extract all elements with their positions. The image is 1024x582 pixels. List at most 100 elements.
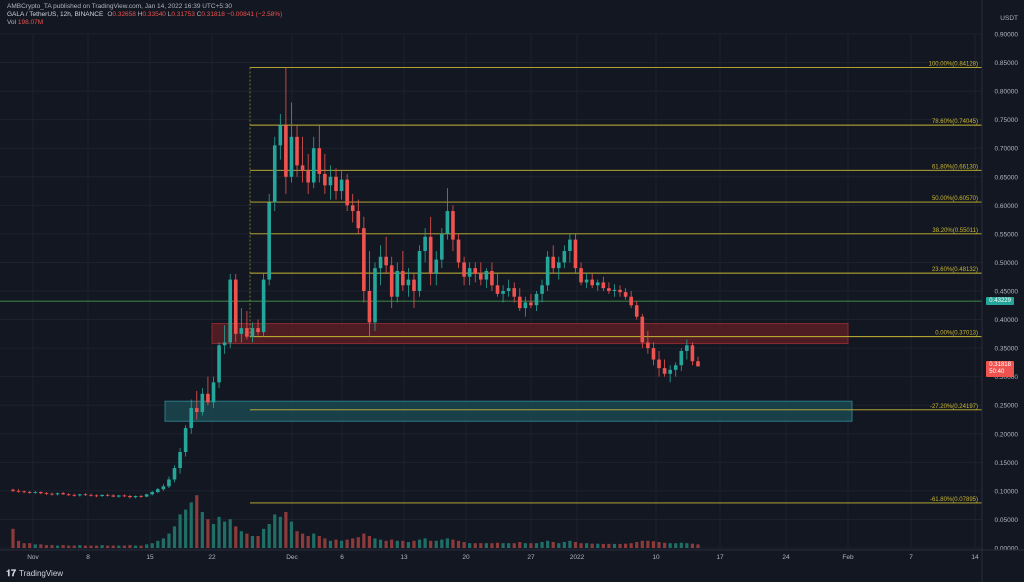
candle-body xyxy=(367,291,372,323)
volume-bar xyxy=(262,528,266,548)
volume-bar xyxy=(473,543,477,548)
volume-bar xyxy=(295,531,299,548)
volume-bar xyxy=(573,542,578,548)
candle-body xyxy=(618,289,622,293)
candle-body xyxy=(94,495,99,497)
volume-bar xyxy=(50,545,54,548)
candle-body xyxy=(217,345,221,383)
candle-body xyxy=(401,271,405,286)
open-value: 0.32658 xyxy=(112,11,136,18)
candle-body xyxy=(423,236,427,252)
candle-body xyxy=(506,288,511,291)
candle-body xyxy=(679,350,684,366)
tradingview-footer[interactable]: 𝟏𝟕 TradingView xyxy=(6,568,63,579)
volume-bar xyxy=(601,543,605,548)
candle-body xyxy=(495,285,500,294)
volume-bar xyxy=(55,545,60,548)
price-tick-label: 0.70000 xyxy=(995,146,1019,153)
volume-bar xyxy=(39,544,43,548)
volume-label: Vol xyxy=(7,19,17,26)
volume-bar xyxy=(646,540,650,548)
candle-body xyxy=(417,251,422,291)
candle-body xyxy=(161,486,166,490)
candle-body xyxy=(373,268,377,323)
volume-bar xyxy=(284,512,288,548)
date-tick-label: 15 xyxy=(146,554,154,561)
volume-bar xyxy=(139,545,143,548)
candle-body xyxy=(211,382,216,403)
candle-body xyxy=(233,279,238,334)
volume-bar xyxy=(161,538,165,548)
price-tick-label: 0.90000 xyxy=(995,32,1019,39)
volume-bar xyxy=(195,495,199,548)
volume-bar xyxy=(328,540,333,548)
candle-body xyxy=(623,292,628,297)
candle-body xyxy=(55,493,60,495)
fib-level-label: 38.20%(0.55011) xyxy=(932,228,978,234)
fib-level-label: -27.20%(0.24197) xyxy=(930,404,978,410)
candle-body xyxy=(183,428,188,453)
volume-bar xyxy=(339,540,344,548)
volume-bar xyxy=(690,543,695,548)
fib-level-label: 100.00%(0.84128) xyxy=(929,62,978,68)
candle-body xyxy=(673,365,678,370)
date-tick-label: 8 xyxy=(86,554,90,561)
volume-bar xyxy=(624,543,628,548)
candle-body xyxy=(395,271,400,297)
volume-bar xyxy=(479,543,483,548)
volume-bar xyxy=(44,545,49,548)
price-tick-label: 0.05000 xyxy=(995,517,1019,524)
candle-body xyxy=(272,145,277,203)
candle-body xyxy=(634,305,639,317)
candle-body xyxy=(33,492,38,493)
candle-body xyxy=(646,342,650,349)
volume-bar xyxy=(256,536,260,548)
volume-bar xyxy=(122,545,126,548)
candle-body xyxy=(568,239,572,252)
volume-bar xyxy=(11,528,15,548)
volume-bar xyxy=(184,509,188,548)
high-value: 0.33540 xyxy=(142,11,166,18)
resistance-zone xyxy=(211,323,849,345)
candle-body xyxy=(27,492,32,493)
price-tick-label: 0.55000 xyxy=(995,231,1019,238)
candle-body xyxy=(178,452,182,469)
candle-body xyxy=(11,489,15,491)
volume-bar xyxy=(200,512,204,548)
candle-body xyxy=(100,494,104,497)
volume-bar xyxy=(167,533,171,548)
volume-bar xyxy=(534,543,539,548)
volume-bar xyxy=(211,524,216,548)
candle-body xyxy=(362,228,366,291)
low-value: 0.31753 xyxy=(171,11,195,18)
symbol-label[interactable]: GALA / TetherUS, 12h, BINANCE xyxy=(7,11,104,18)
candle-body xyxy=(573,239,578,269)
candle-body xyxy=(579,268,583,283)
candle-body xyxy=(595,282,600,286)
candle-body xyxy=(690,345,695,362)
volume-bar xyxy=(529,543,533,548)
candle-body xyxy=(529,302,533,306)
candle-body xyxy=(462,262,466,277)
date-tick-label: Feb xyxy=(842,554,854,561)
volume-bar xyxy=(378,539,383,548)
candle-body xyxy=(328,176,333,186)
candle-body xyxy=(467,268,472,277)
chart-header: AMBCrypto_TA published on TradingView.co… xyxy=(7,3,282,27)
candle-body xyxy=(350,205,355,212)
volume-bar xyxy=(390,539,394,548)
volume-bar xyxy=(585,543,589,548)
volume-bar xyxy=(607,543,611,548)
candle-body xyxy=(50,493,54,495)
volume-bar xyxy=(83,545,87,548)
volume-bar xyxy=(440,539,444,548)
fib-level-label: 23.60%(0.48132) xyxy=(932,267,978,273)
date-tick-label: 6 xyxy=(340,554,344,561)
volume-bar xyxy=(596,543,600,548)
price-tick-label: 0.15000 xyxy=(995,460,1019,467)
fib-level-label: 0.00%(0.37013) xyxy=(935,331,978,337)
volume-bar xyxy=(323,538,327,548)
volume-bar xyxy=(133,545,138,548)
candle-body xyxy=(534,293,539,306)
